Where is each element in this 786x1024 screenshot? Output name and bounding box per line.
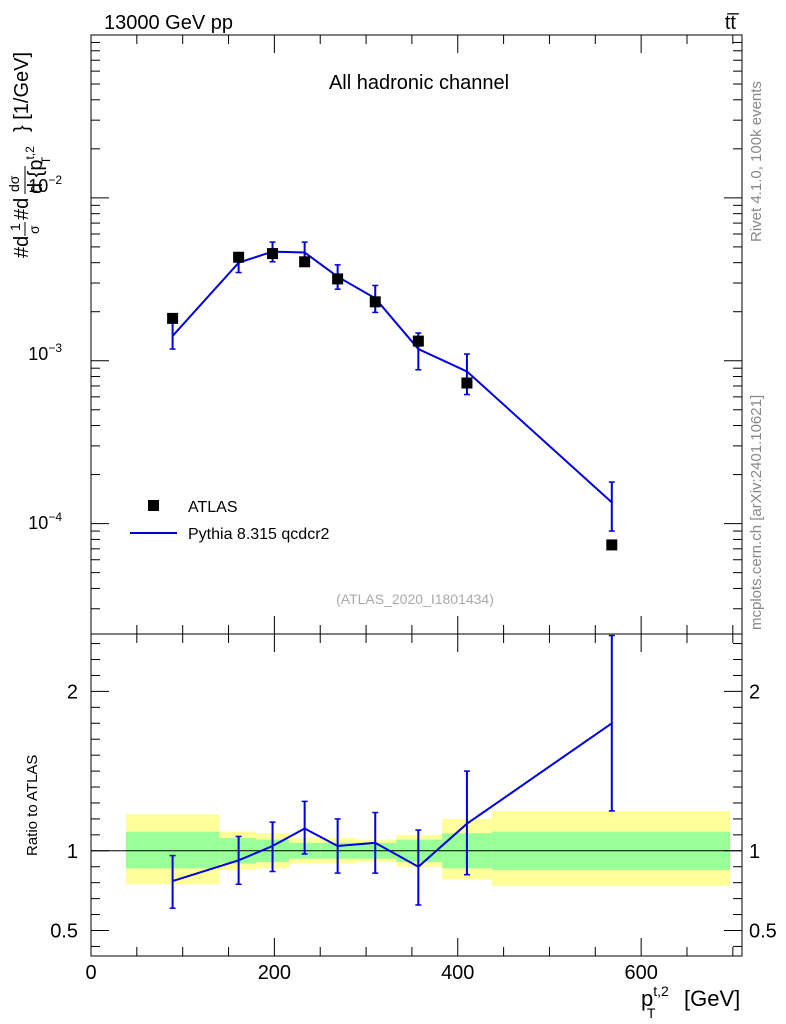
ratio-frame <box>90 633 743 957</box>
svg-text:σ: σ <box>26 225 42 234</box>
main-series <box>167 241 618 551</box>
x-axis-label: pt,2 T [GeV] <box>641 983 740 1021</box>
rivet-version-label: Rivet 4.1.0, 100k events <box>748 81 765 242</box>
data-point-0 <box>167 312 179 324</box>
legend-mc-label: Pythia 8.315 qcdcr2 <box>188 526 330 543</box>
ytick-label-1e-4: 10−4 <box>28 510 62 533</box>
svg-text:d {pt,2T: d {pt,2T <box>23 146 53 194</box>
ytick-label-1e-2: 10−2 <box>28 173 62 196</box>
svg-text:#d: #d <box>11 198 33 220</box>
data-point-6 <box>412 335 424 347</box>
data-point-2 <box>267 248 279 260</box>
ratio-ytick-label-0.5: 0.5 <box>50 920 78 942</box>
data-point-4 <box>332 273 344 285</box>
ratio-ytick-label-2-right: 2 <box>749 681 760 703</box>
ratio-bands <box>125 810 731 886</box>
main-axis-ticks <box>90 34 742 634</box>
mcplots-label: mcplots.cern.ch [arXiv:2401.10621] <box>748 395 765 630</box>
xtick-label-200: 200 <box>258 962 291 984</box>
data-point-8 <box>606 539 618 551</box>
legend-data-marker <box>148 500 159 511</box>
data-point-5 <box>369 296 381 308</box>
process-label: tt̅ <box>725 12 739 34</box>
svg-text:pt,2T: pt,2 T <box>641 983 669 1021</box>
main-frame <box>90 34 743 635</box>
plot-title: All hadronic channel <box>329 72 509 94</box>
legend-data-label: ATLAS <box>188 499 238 516</box>
svg-text:dσ: dσ <box>6 175 22 192</box>
data-point-7 <box>461 377 473 389</box>
xtick-label-400: 400 <box>441 962 474 984</box>
svg-text:1: 1 <box>7 223 23 231</box>
svg-text:[GeV]: [GeV] <box>684 986 740 1011</box>
ratio-ytick-label-1-right: 1 <box>749 841 760 863</box>
main-ylabel: #d 1 σ #d dσ d {pt,2T } [1/GeV] <box>6 52 53 258</box>
mc-line <box>171 250 613 504</box>
xtick-label-0: 0 <box>85 962 96 984</box>
xtick-label-600: 600 <box>624 962 657 984</box>
svg-text:#d: #d <box>11 236 33 258</box>
data-point-3 <box>299 256 311 268</box>
svg-text:} [1/GeV]: } [1/GeV] <box>11 52 33 132</box>
data-point-1 <box>233 251 245 263</box>
ratio-ytick-label-2: 2 <box>67 681 78 703</box>
analysis-id: (ATLAS_2020_I1801434) <box>336 591 494 607</box>
legend: ATLAS Pythia 8.315 qcdcr2 <box>130 499 330 543</box>
ratio-series <box>169 634 615 909</box>
ratio-ytick-label-0.5-right: 0.5 <box>749 920 777 942</box>
ratio-axis-ticks <box>90 634 742 956</box>
ratio-ytick-label-1: 1 <box>67 841 78 863</box>
energy-label: 13000 GeV pp <box>104 12 233 34</box>
ratio-ylabel: Ratio to ATLAS <box>24 755 41 856</box>
ytick-label-1e-3: 10−3 <box>28 341 62 364</box>
